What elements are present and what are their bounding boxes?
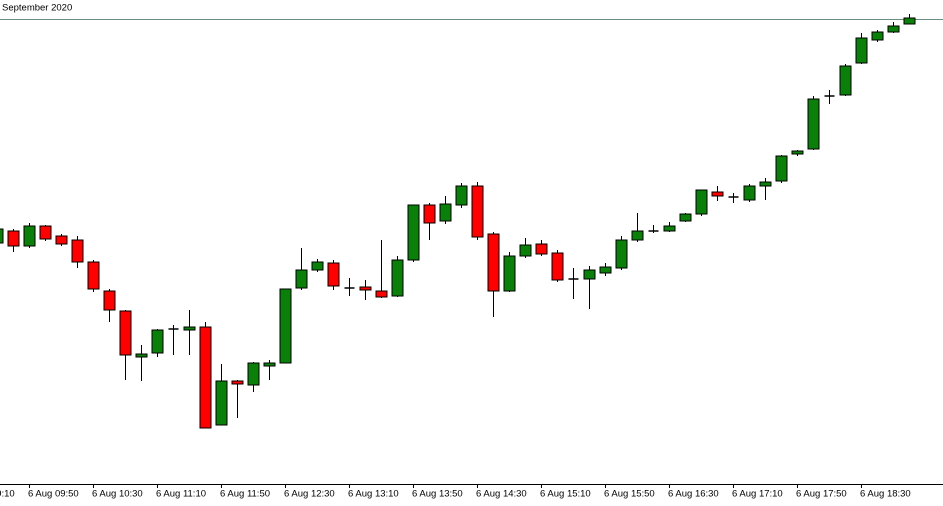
body [695,189,708,215]
body [327,262,340,287]
body [679,213,692,222]
x-tick-label: 6 Aug 11:50 [220,489,270,500]
body [599,266,612,274]
body [615,239,628,269]
body [0,228,4,244]
body [663,225,676,232]
body [23,225,36,247]
body [887,25,900,33]
x-tick-label: 6 Aug 17:10 [732,489,783,500]
body [471,185,484,238]
x-tick-label: 6 Aug 13:10 [348,489,399,500]
body [455,185,468,206]
body [7,230,20,247]
chart-title: September 2020 [2,3,72,14]
x-tick-label: 6 Aug 12:30 [284,489,335,500]
body [359,286,372,291]
body [119,310,132,356]
body [183,326,196,331]
body [247,362,260,386]
body [103,290,116,311]
body [807,98,820,150]
body [503,255,516,292]
body [39,225,52,240]
body [407,204,420,261]
x-tick-label: 6 Aug 15:50 [604,489,655,500]
body [279,288,292,364]
body [487,233,500,292]
body [519,244,532,257]
body [135,353,148,358]
body [375,290,388,298]
body [263,362,276,367]
body [215,380,228,426]
body [791,150,804,155]
body [55,235,68,245]
body [439,203,452,222]
body [743,185,756,201]
body [423,204,436,224]
body [151,329,164,354]
body [295,269,308,289]
x-tick-label: 6 Aug 16:30 [668,489,719,500]
body [903,17,916,25]
body [759,181,772,187]
body [871,31,884,41]
x-tick-label: 6 Aug 13:50 [412,489,463,500]
x-tick-label: 6 Aug 09:10 [0,489,15,500]
body [231,380,244,385]
body [711,191,724,197]
body [71,239,84,263]
x-tick-label: 6 Aug 18:30 [860,489,911,500]
body [775,155,788,182]
body [855,37,868,64]
body [87,261,100,290]
x-tick-label: 6 Aug 09:50 [28,489,79,500]
body [551,252,564,281]
body [839,65,852,96]
body [391,259,404,297]
x-tick-label: 6 Aug 15:10 [540,489,591,500]
body [199,326,212,429]
x-tick-label: 6 Aug 17:50 [796,489,847,500]
x-tick-label: 6 Aug 14:30 [476,489,527,500]
x-tick-label: 6 Aug 10:30 [92,489,143,500]
x-tick-label: 6 Aug 11:10 [156,489,206,500]
body [311,261,324,271]
body [583,269,596,280]
body [631,230,644,241]
body [535,243,548,255]
